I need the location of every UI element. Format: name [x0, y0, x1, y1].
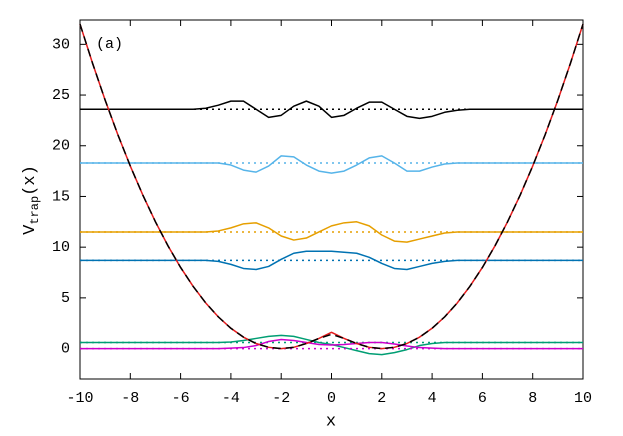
- series-line: [80, 221, 583, 243]
- series-line: [80, 338, 583, 350]
- series-line: [79, 23, 584, 350]
- series-line: [79, 23, 584, 350]
- x-tick-label: 4: [428, 390, 437, 407]
- x-tick-label: -4: [222, 390, 240, 407]
- y-label-base: V: [21, 224, 40, 235]
- y-tick-label: 5: [61, 290, 70, 307]
- x-tick-label: 10: [574, 390, 592, 407]
- x-tick-label: 0: [327, 390, 336, 407]
- annotation: (a): [96, 36, 123, 53]
- x-tick-label: -10: [66, 390, 93, 407]
- x-tick-label: 6: [478, 390, 487, 407]
- series-line: [80, 100, 583, 120]
- y-label-rest: (x): [21, 165, 40, 196]
- series-line: [80, 250, 583, 271]
- x-tick-label: 2: [377, 390, 386, 407]
- y-tick-label: 0: [61, 341, 70, 358]
- x-tick-label: -8: [121, 390, 139, 407]
- y-tick-label: 25: [52, 87, 70, 104]
- y-axis-label: Vtrap(x): [21, 165, 42, 235]
- x-tick-label: 8: [528, 390, 537, 407]
- y-tick-label: 15: [52, 188, 70, 205]
- y-tick-label: 20: [52, 138, 70, 155]
- y-tick-label: 10: [52, 239, 70, 256]
- x-tick-label: -6: [172, 390, 190, 407]
- y-label-sub: trap: [28, 196, 42, 225]
- y-tick-label: 30: [52, 36, 70, 53]
- plot-frame: [79, 19, 584, 380]
- series-line: [80, 155, 583, 174]
- x-axis-label: x: [326, 412, 336, 431]
- x-tick-label: -2: [272, 390, 290, 407]
